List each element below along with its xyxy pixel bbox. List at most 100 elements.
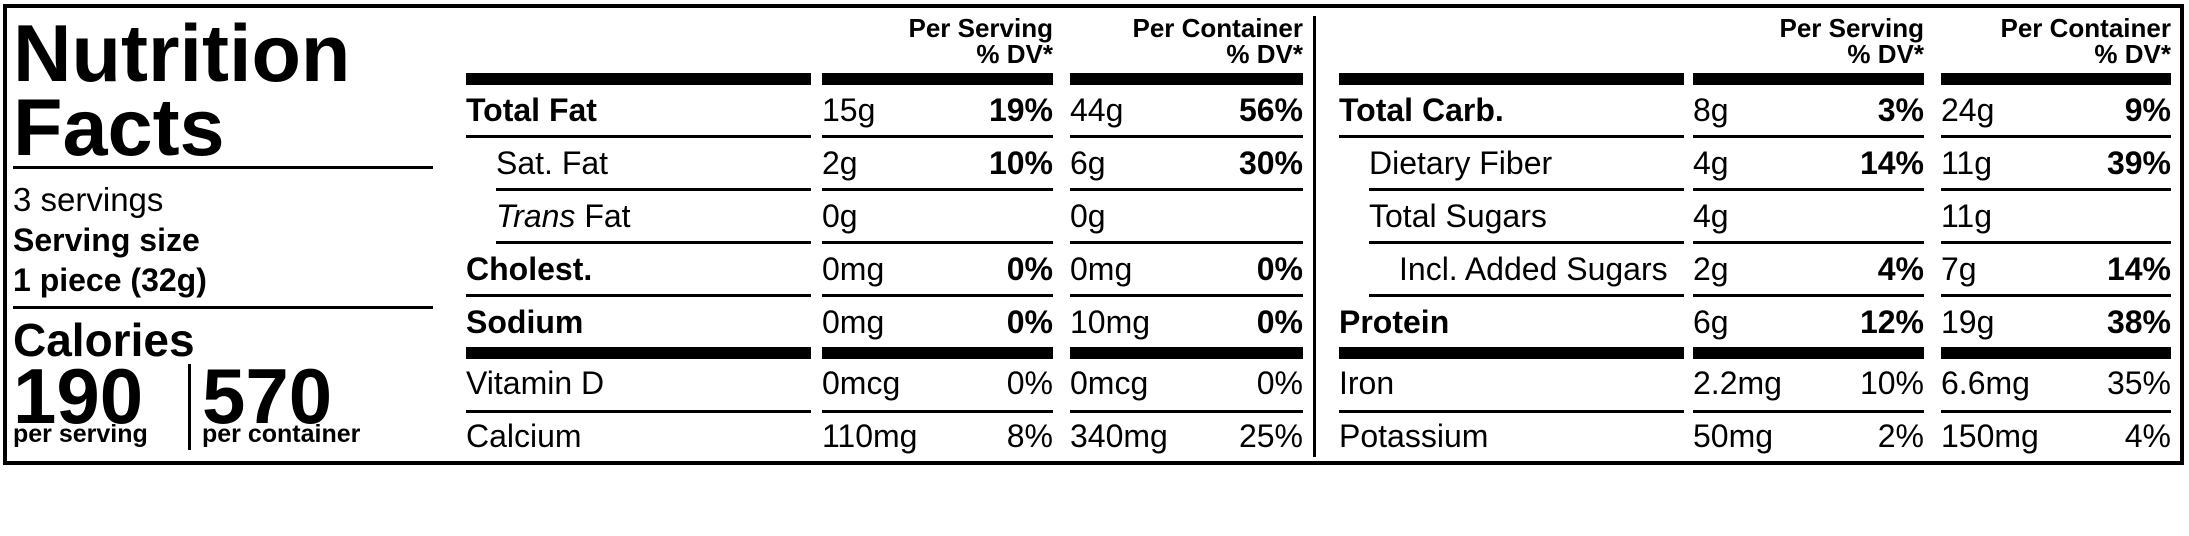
calories-per-container-label: per container xyxy=(202,420,361,448)
left-row-rule xyxy=(466,410,811,413)
left-container-dv: 25% xyxy=(1238,418,1303,454)
left-serving-amount: 15g xyxy=(822,92,876,128)
left-row-name: Total Fat xyxy=(466,92,597,128)
left-container-dv: 0% xyxy=(1256,304,1303,340)
right-serving-amount: 6g xyxy=(1693,304,1729,340)
right-row-name: Incl. Added Sugars xyxy=(1399,251,1668,287)
title-nutrition: Nutrition xyxy=(13,9,351,99)
left-serving-dv: 0% xyxy=(1006,251,1053,287)
left-row-name: Calcium xyxy=(466,418,582,454)
left-thick-rule xyxy=(1070,347,1303,359)
left-container-dv: 0% xyxy=(1256,251,1303,287)
left-serving-amount: 0mg xyxy=(822,304,885,340)
left-container-amount: 0g xyxy=(1070,198,1106,234)
right-head-serving: Per Serving xyxy=(1779,13,1924,43)
right-container-dv: 38% xyxy=(2106,304,2171,340)
left-row-rule xyxy=(1070,410,1303,413)
left-serving-amount: 0mcg xyxy=(822,365,901,401)
right-container-amount: 7g xyxy=(1941,251,1977,287)
left-row-rule xyxy=(1070,241,1303,244)
right-container-dv: 4% xyxy=(2124,418,2171,454)
right-row-rule xyxy=(1693,188,1924,191)
right-row-name: Total Sugars xyxy=(1369,198,1547,234)
right-serving-dv: 14% xyxy=(1859,145,1924,181)
right-row-rule xyxy=(1693,294,1924,297)
right-row-rule xyxy=(1941,241,2171,244)
right-row-rule xyxy=(1369,294,1684,297)
nutrition-label xyxy=(3,4,2184,465)
right-thick-rule xyxy=(1941,347,2171,359)
left-serving-dv: 0% xyxy=(1006,304,1053,340)
title-facts: Facts xyxy=(13,83,225,173)
left-row-name: Vitamin D xyxy=(466,365,605,401)
left-row-rule xyxy=(822,188,1053,191)
right-container-amount: 24g xyxy=(1941,92,1995,128)
right-thick-rule xyxy=(1339,73,1684,85)
right-container-amount: 11g xyxy=(1941,145,1993,181)
right-row-rule xyxy=(1339,135,1684,138)
right-container-dv: 9% xyxy=(2124,92,2171,128)
right-container-amount: 150mg xyxy=(1941,418,2039,454)
calories-divider xyxy=(188,364,191,450)
left-container-amount: 6g xyxy=(1070,145,1106,181)
left-container-dv: 0% xyxy=(1256,365,1303,401)
right-row-rule xyxy=(1941,135,2171,138)
left-row-rule xyxy=(496,241,811,244)
left-container-amount: 0mcg xyxy=(1070,365,1149,401)
left-row-name: Sodium xyxy=(466,304,584,340)
left-row-rule xyxy=(822,410,1053,413)
left-row-rule xyxy=(1070,188,1303,191)
right-row-name: Total Carb. xyxy=(1339,92,1504,128)
calories-per-serving: 190 xyxy=(13,352,144,440)
calories-per-container: 570 xyxy=(202,352,333,440)
right-serving-amount: 50mg xyxy=(1693,418,1774,454)
table-separator xyxy=(1313,16,1316,457)
right-row-rule xyxy=(1693,135,1924,138)
right-row-rule xyxy=(1369,188,1684,191)
left-head-container-dv: % DV* xyxy=(1226,39,1303,69)
right-row-rule xyxy=(1941,410,2171,413)
right-head-serving-dv: % DV* xyxy=(1847,39,1924,69)
left-thick-rule xyxy=(466,73,811,85)
right-serving-dv: 3% xyxy=(1877,92,1924,128)
right-row-rule xyxy=(1941,188,2171,191)
left-container-dv: 56% xyxy=(1238,92,1303,128)
right-thick-rule xyxy=(1693,73,1924,85)
left-container-amount: 44g xyxy=(1070,92,1124,128)
right-row-rule xyxy=(1693,410,1924,413)
right-row-rule xyxy=(1339,410,1684,413)
right-serving-amount: 8g xyxy=(1693,92,1729,128)
serving-rule xyxy=(13,306,433,309)
right-serving-amount: 4g xyxy=(1693,145,1729,181)
right-row-name: Dietary Fiber xyxy=(1369,145,1553,181)
right-row-rule xyxy=(1941,294,2171,297)
left-thick-rule xyxy=(466,347,811,359)
right-thick-rule xyxy=(1339,347,1684,359)
right-container-amount: 11g xyxy=(1941,198,1993,234)
left-container-amount: 0mg xyxy=(1070,251,1133,287)
right-row-name: Protein xyxy=(1339,304,1450,340)
left-row-rule xyxy=(822,135,1053,138)
serving-size-label: Serving size xyxy=(13,222,200,258)
right-serving-amount: 4g xyxy=(1693,198,1729,234)
left-serving-amount: 110mg xyxy=(822,418,918,454)
right-container-dv: 35% xyxy=(2106,365,2171,401)
right-container-amount: 19g xyxy=(1941,304,1995,340)
left-row-rule xyxy=(1070,135,1303,138)
title-rule xyxy=(13,166,433,169)
left-container-dv: 30% xyxy=(1238,145,1303,181)
left-head-serving-dv: % DV* xyxy=(976,39,1053,69)
left-serving-dv: 0% xyxy=(1006,365,1053,401)
left-row-rule xyxy=(1070,294,1303,297)
left-serving-dv: 10% xyxy=(988,145,1053,181)
right-serving-amount: 2g xyxy=(1693,251,1729,287)
left-serving-amount: 2g xyxy=(822,145,858,181)
left-container-amount: 10mg xyxy=(1070,304,1151,340)
left-row-rule xyxy=(466,135,811,138)
servings-per-container: 3 servings xyxy=(13,181,164,218)
serving-size-value: 1 piece (32g) xyxy=(13,262,207,298)
right-row-name: Potassium xyxy=(1339,418,1489,454)
left-serving-dv: 8% xyxy=(1006,418,1053,454)
left-serving-amount: 0mg xyxy=(822,251,885,287)
calories-label: Calories xyxy=(13,314,195,366)
